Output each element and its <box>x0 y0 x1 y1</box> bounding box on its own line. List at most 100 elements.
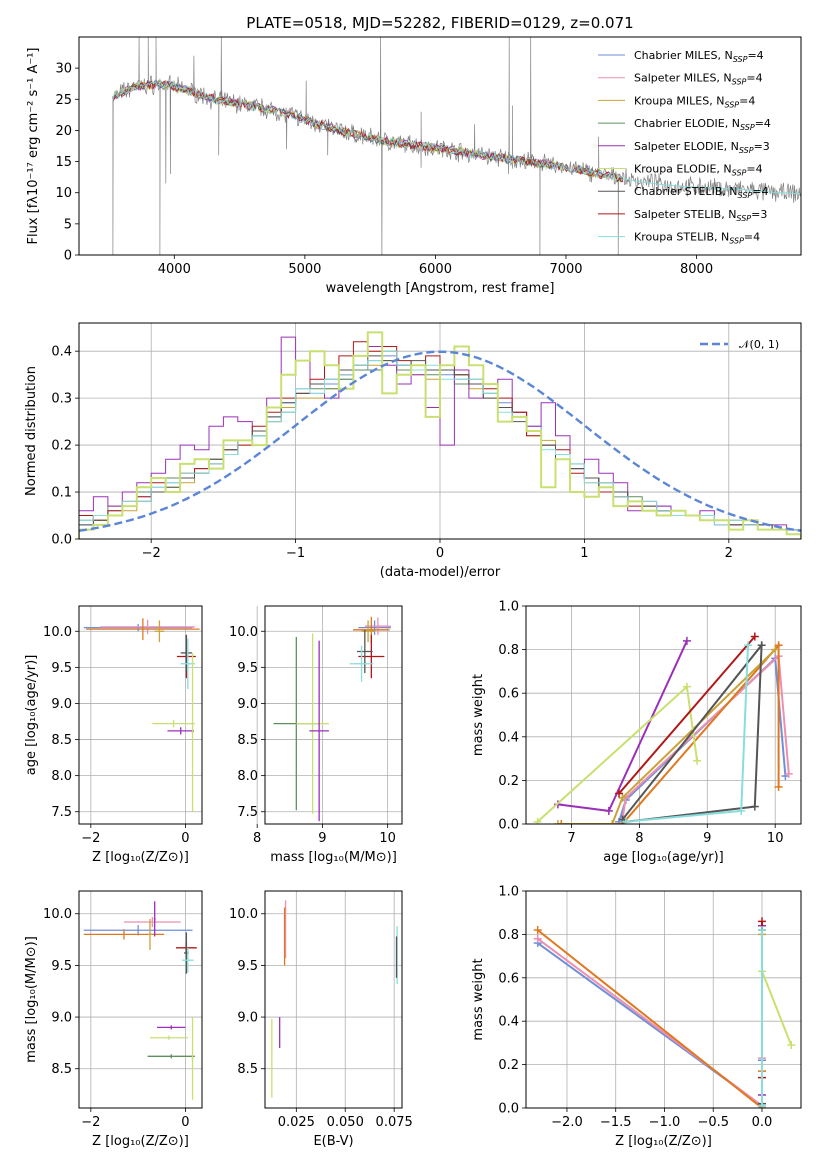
errorbar-point <box>358 634 385 679</box>
weight-line <box>621 653 790 820</box>
errorbar-point <box>86 618 200 640</box>
legend: Chabrier MILES, NSSP=4 Salpeter MILES, NS… <box>598 49 771 246</box>
x-tick-label: 8000 <box>680 262 713 277</box>
y-tick-label: 9.5 <box>51 661 72 676</box>
plot-area <box>533 917 796 1108</box>
weight-marker <box>774 782 783 791</box>
y-tick-label: 20 <box>55 124 72 139</box>
y-tick-label: 0.4 <box>498 730 519 745</box>
y-axis-label: mass [log₁₀(M/M⊙)] <box>24 936 39 1063</box>
errorbar-point <box>361 620 375 643</box>
weight-marker <box>771 645 780 654</box>
plot-area <box>533 632 793 824</box>
x-axis-label: mass [log₁₀(M/M⊙)] <box>270 850 397 865</box>
errorbar-point <box>349 645 374 682</box>
model-line <box>623 178 801 195</box>
errorbar-point <box>191 652 194 812</box>
axes-frame <box>78 890 203 1109</box>
errorbar-point <box>191 1017 194 1100</box>
x-tick-label: −2 <box>142 546 161 561</box>
axes-frame <box>78 36 802 256</box>
x-tick-label: 0.0 <box>752 1115 773 1130</box>
x-tick-label: 0 <box>181 1115 189 1130</box>
model-line <box>112 80 624 182</box>
weight-marker <box>757 917 766 926</box>
legend: 𝒩(0, 1) <box>700 338 779 351</box>
y-tick-label: 10.0 <box>43 625 72 640</box>
errorbar-point <box>296 633 329 814</box>
y-tick-label: 0.4 <box>51 345 72 360</box>
errorbar-point <box>83 624 193 632</box>
y-tick-label: 8.0 <box>51 769 72 784</box>
axes-frame <box>525 890 802 1109</box>
x-tick-label: −1 <box>286 546 305 561</box>
y-axis-label: mass weight <box>471 958 486 1040</box>
weight-line <box>761 970 793 1106</box>
legend-label: Kroupa STELIB, NSSP=4 <box>634 231 760 246</box>
y-tick-label: 0.2 <box>51 439 72 454</box>
x-axis-label: age [log₁₀(age/yr)] <box>603 850 724 865</box>
y-tick-label: 9.0 <box>237 1011 258 1026</box>
plot-area <box>79 331 801 539</box>
x-axis-label: Z [log₁₀(Z/Z⊙)] <box>92 1134 189 1149</box>
legend-label: Salpeter STELIB, NSSP=3 <box>634 208 767 223</box>
x-axis-label: Z [log₁₀(Z/Z⊙)] <box>615 1134 712 1149</box>
y-tick-label: 15 <box>55 155 72 170</box>
x-tick-label: 0.025 <box>278 1115 315 1130</box>
y-tick-label: 0.8 <box>498 643 519 658</box>
x-tick-label: 2 <box>725 546 733 561</box>
panel-age-vs-mass: 8 9 10 7.5 8.0 8.5 9.0 9.5 10.0 mass [log₁₀(M/M⊙)… <box>229 605 403 865</box>
weight-line <box>618 635 756 795</box>
y-tick-label: 8.5 <box>237 733 258 748</box>
panel-spectrum: 4000 5000 6000 7000 8000 0 5 10 15 20 25 30 waveleng… <box>26 36 802 296</box>
axes-frame <box>264 605 403 825</box>
plot-area <box>271 900 398 1098</box>
grid <box>526 890 801 1109</box>
weight-marker <box>615 789 624 798</box>
x-tick-label: 7000 <box>549 262 582 277</box>
legend-label: 𝒩(0, 1) <box>739 338 779 351</box>
panel-mass-vs-Z: −2 0 8.5 9.0 9.5 10.0 Z [log₁₀(Z/Z⊙)] mass [log… <box>24 890 203 1149</box>
weight-marker <box>533 817 542 824</box>
plot-area <box>112 37 801 255</box>
weight-marker <box>533 926 542 935</box>
y-tick-label: 10.0 <box>229 907 258 922</box>
weight-marker <box>757 926 766 935</box>
y-tick-label: 9.0 <box>51 697 72 712</box>
y-tick-label: 0.6 <box>498 687 519 702</box>
weight-marker <box>757 1101 766 1108</box>
errorbar-point <box>147 918 153 950</box>
weight-marker <box>682 636 691 645</box>
errorbar-point <box>356 629 373 674</box>
weight-line <box>561 642 780 824</box>
histogram-step <box>79 331 801 539</box>
weight-marker <box>737 806 746 815</box>
legend-label: Kroupa MILES, NSSP=4 <box>634 94 755 109</box>
legend-label: Chabrier MILES, NSSP=4 <box>634 49 764 64</box>
weight-marker <box>618 793 627 802</box>
x-tick-label: −0.5 <box>697 1115 729 1130</box>
y-tick-label: 0.3 <box>51 392 72 407</box>
x-tick-label: 6000 <box>419 262 452 277</box>
weight-marker <box>774 641 783 650</box>
errorbar-point <box>180 634 193 671</box>
x-tick-label: −2 <box>81 831 100 846</box>
weight-marker <box>608 820 617 824</box>
y-tick-label: 10.0 <box>43 907 72 922</box>
y-tick-label: 25 <box>55 93 72 108</box>
weight-line <box>621 642 763 823</box>
y-tick-label: 9.0 <box>237 697 258 712</box>
model-line <box>112 80 623 183</box>
x-tick-label: 9 <box>318 831 326 846</box>
weight-marker <box>553 820 562 824</box>
legend-label: Chabrier STELIB, NSSP=4 <box>634 185 768 200</box>
weight-marker <box>744 641 753 650</box>
y-tick-label: 0.0 <box>498 1102 519 1117</box>
weight-marker <box>533 934 542 943</box>
y-axis-label: Flux [fλ10⁻¹⁷ erg cm⁻² s⁻¹ A⁻¹] <box>26 48 41 245</box>
axes-frame <box>525 605 802 825</box>
y-tick-label: 0 <box>64 249 72 264</box>
weight-marker <box>557 820 566 824</box>
x-tick-label: 4000 <box>158 262 191 277</box>
x-tick-label: 5000 <box>288 262 321 277</box>
